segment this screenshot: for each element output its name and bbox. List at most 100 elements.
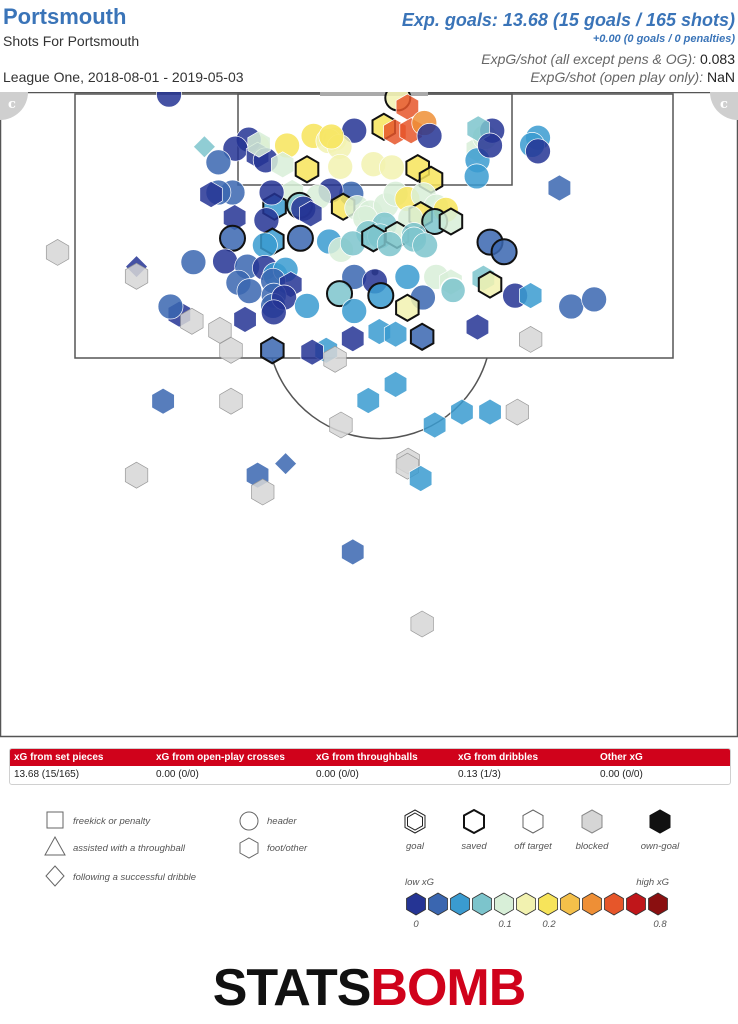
xg-scale-swatch [560,892,580,916]
legend-dribble-label: following a successful dribble [73,872,196,883]
shot-marker [558,293,585,320]
shot-marker [519,282,543,310]
off-target-icon [522,809,544,834]
shot-marker [410,610,434,638]
shot-marker [274,452,298,476]
shot-marker [212,248,238,275]
shot-marker [490,238,518,266]
shot-markers [45,92,607,638]
xg-scale-swatch [494,892,514,916]
scale-tick-0-2: 0.2 [542,919,556,930]
shot-marker [294,293,320,319]
shot-marker [251,478,275,506]
shot-map-pitch: c c [0,92,738,738]
shot-marker [300,338,324,366]
shot-marker [271,151,295,179]
header-open-play-crosses: xG from open-play crosses [156,752,285,763]
shot-marker [383,320,408,348]
shot-marker [450,398,474,426]
header-dribbles: xG from dribbles [458,752,539,763]
xg-breakdown-table: xG from set pieces xG from open-play cro… [9,748,731,785]
value-dribbles: 0.13 (1/3) [458,769,501,780]
xg-per-shot-open-line: ExpG/shot (open play only): NaN [530,69,735,85]
xg-per-shot-label: ExpG/shot (all except pens & OG): [481,51,697,67]
shot-marker [323,345,347,373]
legend-header-label: header [267,816,297,827]
shot-marker [156,92,182,108]
shot-marker [205,149,232,176]
corner-right: c [710,92,738,120]
shot-marker [45,238,70,266]
own-goal-icon [649,809,671,834]
shot-marker [376,231,403,257]
legend-freekick-label: freekick or penalty [73,816,151,827]
shot-marker [258,179,285,206]
scale-tick-0-8: 0.8 [653,919,667,930]
penalty-arc [271,357,488,440]
square-icon [46,811,64,829]
value-open-play-crosses: 0.00 (0/0) [156,769,199,780]
chart-subtitle: Shots For Portsmouth [3,33,140,49]
legend-goal-label: goal [406,841,425,852]
shot-marker [192,135,216,159]
shot-marker [199,181,223,208]
header-throughballs: xG from throughballs [316,752,418,763]
shot-marker [124,262,149,290]
shot-marker [525,138,551,165]
header-set-pieces: xG from set pieces [14,752,104,763]
logo-text-bomb: BOMB [370,959,526,1017]
corner-left: c [0,92,28,120]
shot-marker [341,538,365,566]
shot-marker [409,322,435,351]
xg-scale-swatch [538,892,558,916]
shot-marker [409,465,433,492]
shot-marker [395,293,420,322]
corner-label-left: c [8,97,16,112]
shot-marker [208,316,232,344]
shot-marker [379,154,405,181]
shot-marker [423,411,447,439]
shot-marker [260,336,285,365]
circle-icon [239,811,259,831]
xg-scale-swatch [516,892,536,916]
scale-low-label: low xG [405,877,434,888]
scale-tick-0: 0 [413,919,419,930]
shot-marker [438,207,464,236]
shot-marker [236,278,263,304]
xg-per-shot-value: 0.083 [699,51,735,67]
shot-marker [180,307,204,335]
xg-scale-swatch [626,892,646,916]
shot-marker [465,313,490,341]
xg-scale-swatch [604,892,624,916]
shot-marker [318,123,345,150]
xg-per-shot-line: ExpG/shot (all except pens & OG): 0.083 [481,51,735,67]
shot-marker [247,130,271,158]
xg-scale-swatch [472,892,492,916]
legend-saved-label: saved [461,841,487,852]
shot-marker [505,398,529,426]
shot-marker [329,411,353,439]
shot-marker [151,387,175,415]
shot-marker [341,325,365,353]
legend-own-goal-label: own-goal [641,841,680,852]
legend-foot-label: foot/other [267,843,308,854]
value-throughballs: 0.00 (0/0) [316,769,359,780]
shot-marker [253,207,280,234]
shot-marker [581,286,607,313]
scale-high-label: high xG [636,877,669,888]
shot-marker [463,163,490,190]
xg-breakdown-header: xG from set pieces xG from open-play cro… [10,749,730,766]
xg-color-scale [406,892,668,916]
pitch-boundary [0,92,738,738]
shot-marker [326,280,353,308]
expected-goals-headline: Exp. goals: 13.68 (15 goals / 165 shots) [401,10,735,30]
statsbomb-logo: STATSBOMB [0,958,738,1018]
shot-marker [180,249,207,275]
triangle-icon [44,835,66,856]
shot-marker [327,153,354,180]
legend-throughball-label: assisted with a throughball [73,843,186,854]
shot-marker [233,305,257,333]
shot-marker [294,155,320,184]
shot-marker [478,398,502,426]
shot-marker [219,387,243,415]
